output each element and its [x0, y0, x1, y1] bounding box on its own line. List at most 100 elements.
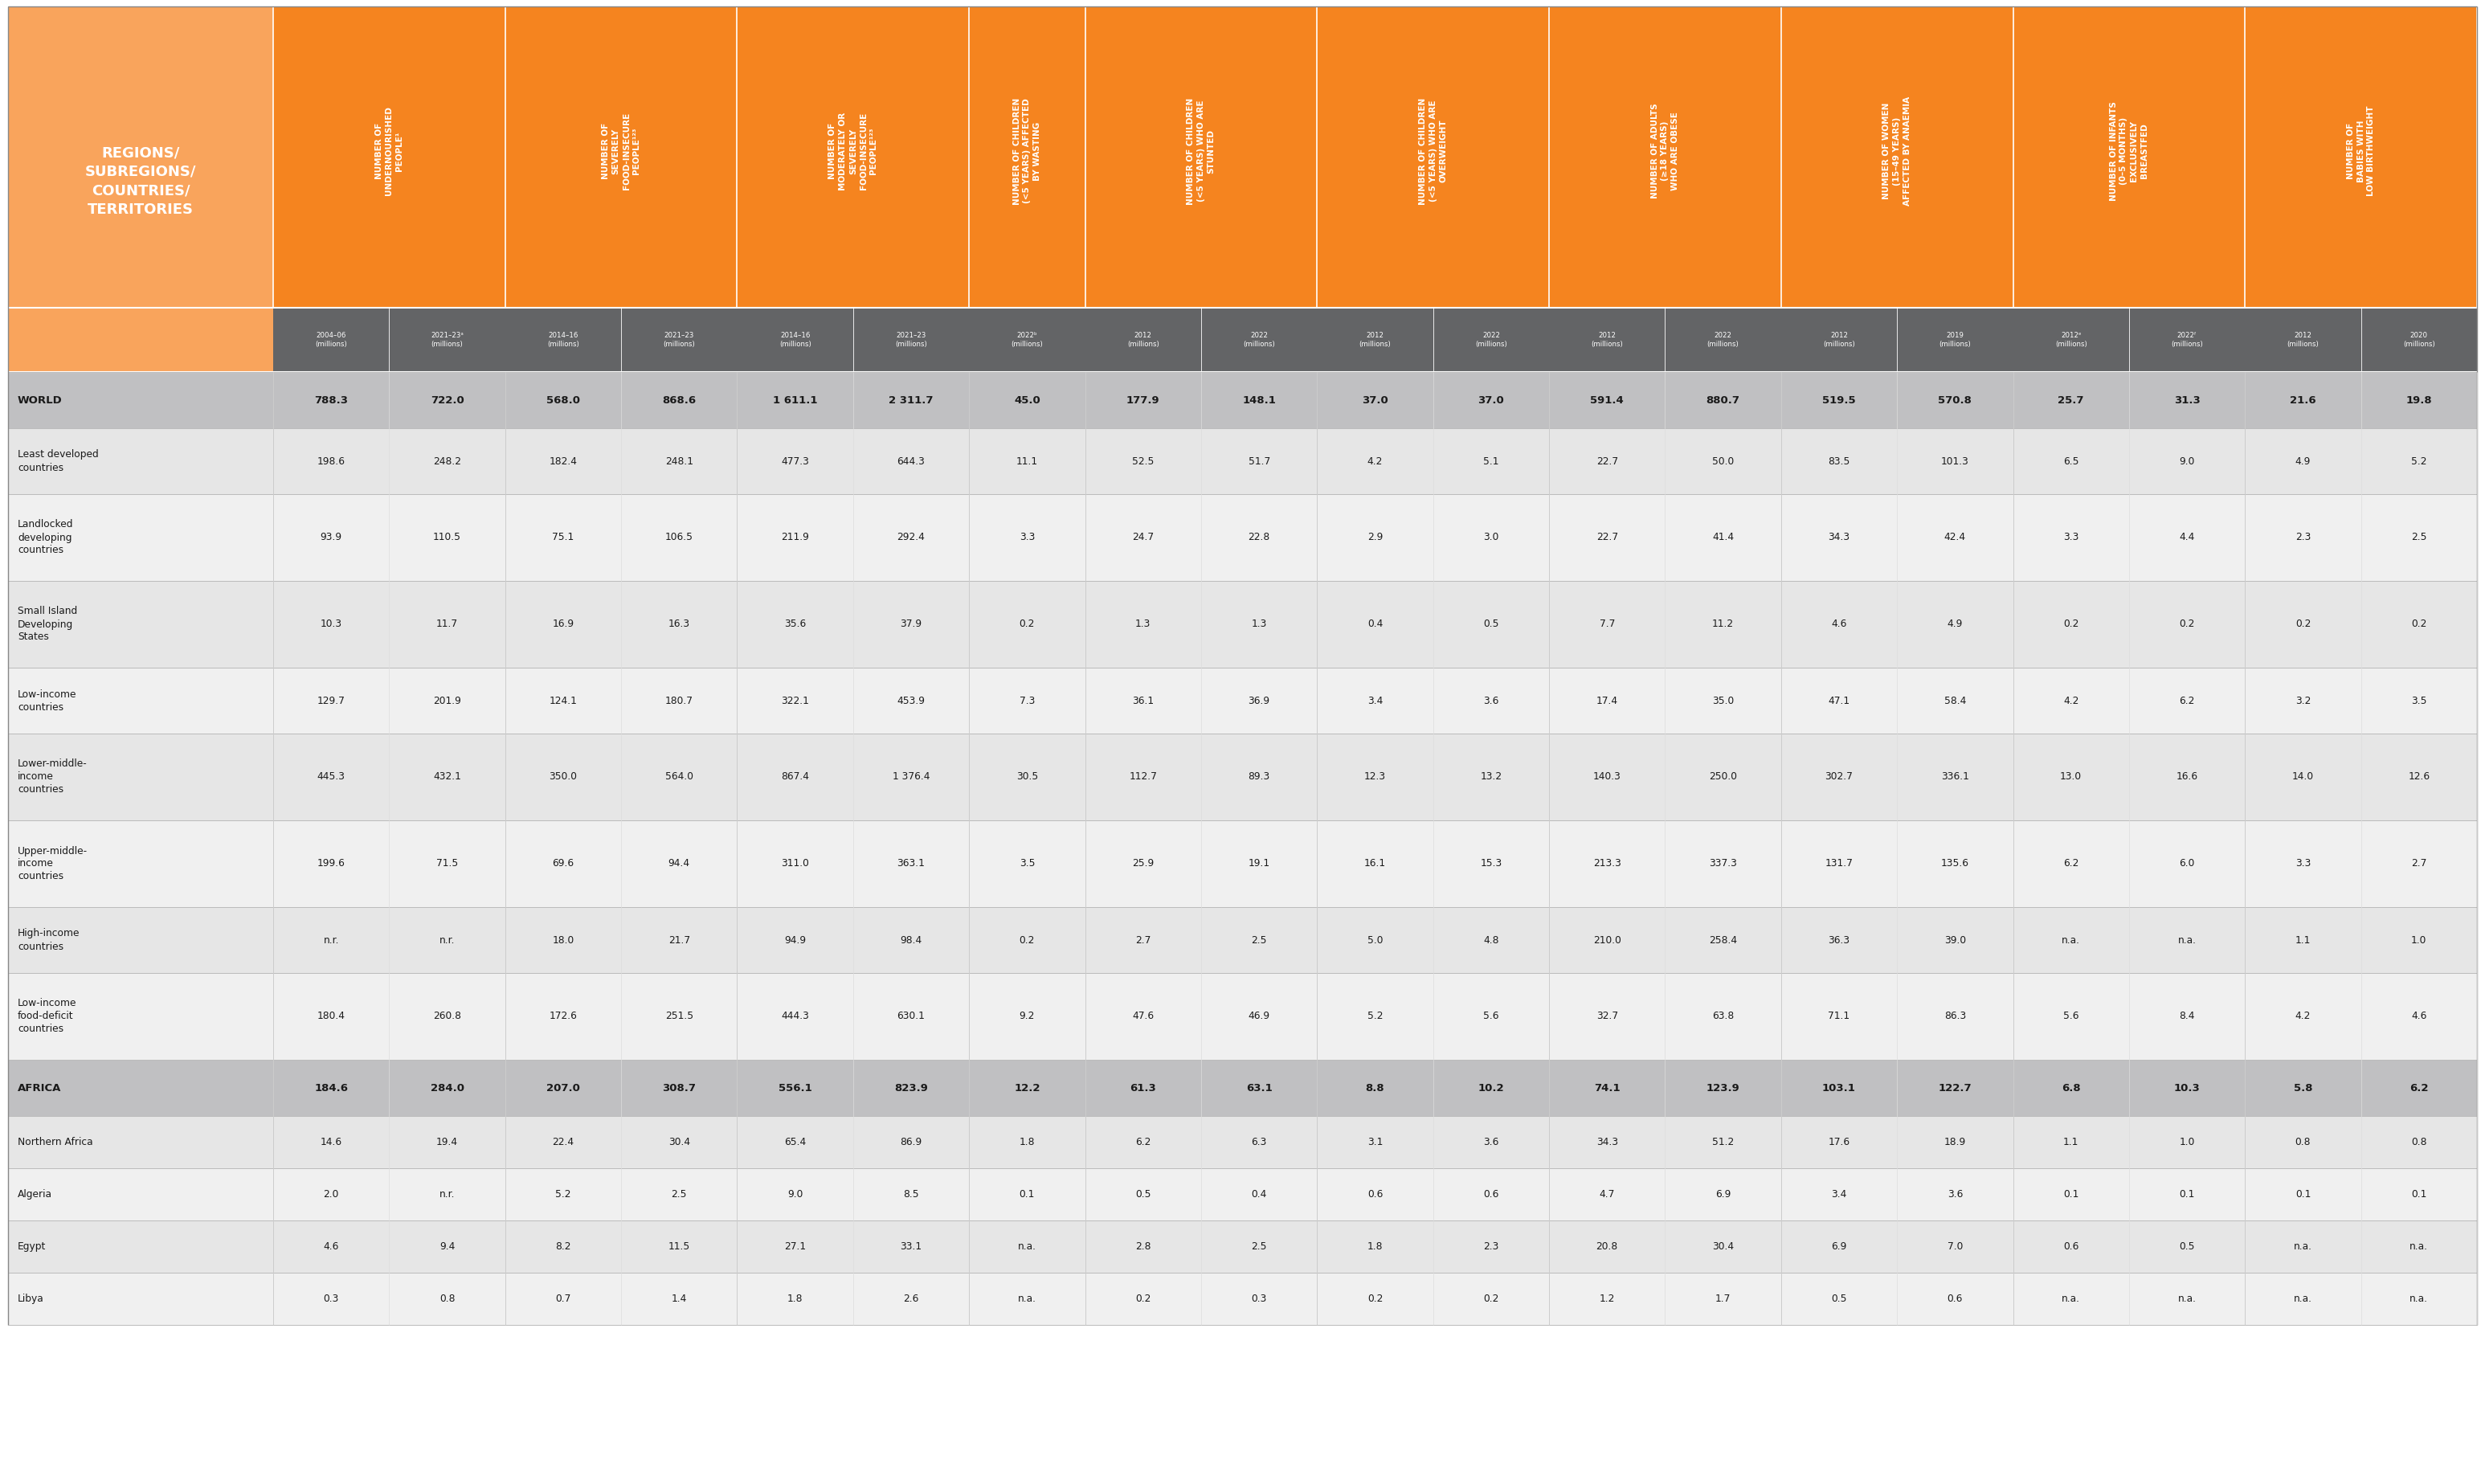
Text: 6.2: 6.2 [1136, 1137, 1151, 1147]
Text: Low-income
food-deficit
countries: Low-income food-deficit countries [17, 999, 77, 1034]
Text: 4.6: 4.6 [323, 1241, 340, 1252]
Text: 6.2: 6.2 [2064, 859, 2079, 870]
Text: 11.1: 11.1 [1017, 456, 1037, 466]
Text: 2021–23
(millions): 2021–23 (millions) [662, 332, 695, 347]
Text: 6.2: 6.2 [2178, 696, 2196, 706]
Text: 0.1: 0.1 [2412, 1189, 2426, 1199]
Text: 33.1: 33.1 [901, 1241, 923, 1252]
Text: 2004–06
(millions): 2004–06 (millions) [315, 332, 347, 347]
Text: WORLD: WORLD [17, 395, 62, 405]
Text: 1.7: 1.7 [1714, 1294, 1732, 1304]
Text: NUMBER OF CHILDREN
(<5 YEARS) WHO ARE
OVERWEIGHT: NUMBER OF CHILDREN (<5 YEARS) WHO ARE OV… [1419, 98, 1446, 205]
Bar [7, 1220, 2476, 1273]
Text: 3.3: 3.3 [2064, 533, 2079, 543]
Text: 2.7: 2.7 [1136, 935, 1151, 945]
Text: Egypt: Egypt [17, 1241, 47, 1252]
Text: 17.4: 17.4 [1595, 696, 1618, 706]
Text: 51.2: 51.2 [1712, 1137, 1734, 1147]
Text: 284.0: 284.0 [429, 1083, 464, 1094]
Text: Least developed
countries: Least developed countries [17, 450, 99, 473]
Text: 27.1: 27.1 [784, 1241, 806, 1252]
Text: 2 311.7: 2 311.7 [888, 395, 933, 405]
Text: 19.1: 19.1 [1248, 859, 1270, 870]
Text: 2.5: 2.5 [1250, 935, 1268, 945]
Text: 2022
(millions): 2022 (millions) [1476, 332, 1506, 347]
Text: 18.0: 18.0 [553, 935, 573, 945]
Text: NUMBER OF INFANTS
(0–5 MONTHS)
EXCLUSIVELY
BREASTFED: NUMBER OF INFANTS (0–5 MONTHS) EXCLUSIVE… [2109, 101, 2149, 200]
Text: 880.7: 880.7 [1707, 395, 1739, 405]
Text: 19.8: 19.8 [2407, 395, 2431, 405]
Text: 570.8: 570.8 [1938, 395, 1972, 405]
Text: NUMBER OF
BABIES WITH
LOW BIRTHWEIGHT: NUMBER OF BABIES WITH LOW BIRTHWEIGHT [2347, 105, 2374, 196]
Text: 172.6: 172.6 [548, 1011, 578, 1021]
Text: 7.7: 7.7 [1600, 619, 1615, 629]
Text: 868.6: 868.6 [662, 395, 697, 405]
Text: 568.0: 568.0 [546, 395, 581, 405]
Text: 2.9: 2.9 [1367, 533, 1382, 543]
Text: REGIONS/
SUBREGIONS/
COUNTRIES/
TERRITORIES: REGIONS/ SUBREGIONS/ COUNTRIES/ TERRITOR… [84, 145, 196, 217]
Text: 3.3: 3.3 [1020, 533, 1035, 543]
Text: 41.4: 41.4 [1712, 533, 1734, 543]
Text: 258.4: 258.4 [1709, 935, 1737, 945]
Text: 1.8: 1.8 [786, 1294, 804, 1304]
Text: 86.9: 86.9 [901, 1137, 923, 1147]
Text: 2.8: 2.8 [1136, 1241, 1151, 1252]
Text: 32.7: 32.7 [1595, 1011, 1618, 1021]
Text: 6.9: 6.9 [1714, 1189, 1732, 1199]
Text: 201.9: 201.9 [434, 696, 461, 706]
Text: 0.4: 0.4 [1250, 1189, 1268, 1199]
Text: 308.7: 308.7 [662, 1083, 697, 1094]
Text: 4.6: 4.6 [1831, 619, 1846, 629]
Text: n.a.: n.a. [2295, 1294, 2312, 1304]
Text: 50.0: 50.0 [1712, 456, 1734, 466]
Text: Landlocked
developing
countries: Landlocked developing countries [17, 519, 74, 555]
Text: 30.5: 30.5 [1017, 772, 1037, 782]
Text: 180.7: 180.7 [665, 696, 692, 706]
Text: 110.5: 110.5 [434, 533, 461, 543]
Text: 177.9: 177.9 [1126, 395, 1159, 405]
Text: 2022ᶠ
(millions): 2022ᶠ (millions) [2171, 332, 2203, 347]
Text: 4.2: 4.2 [2295, 1011, 2310, 1021]
Text: 124.1: 124.1 [548, 696, 578, 706]
Text: 1.2: 1.2 [1600, 1294, 1615, 1304]
Text: 6.2: 6.2 [2409, 1083, 2429, 1094]
Text: 8.5: 8.5 [903, 1189, 918, 1199]
Text: 2012
(millions): 2012 (millions) [1126, 332, 1159, 347]
Text: 2021–23ᵃ
(millions): 2021–23ᵃ (millions) [432, 332, 464, 347]
Text: 0.8: 0.8 [2295, 1137, 2310, 1147]
Text: NUMBER OF
SEVERELY
FOOD-INSECURE
PEOPLE¹²³: NUMBER OF SEVERELY FOOD-INSECURE PEOPLE¹… [603, 113, 640, 190]
Text: 336.1: 336.1 [1940, 772, 1970, 782]
Text: 35.0: 35.0 [1712, 696, 1734, 706]
Text: 556.1: 556.1 [779, 1083, 811, 1094]
Text: 69.6: 69.6 [553, 859, 573, 870]
Text: 322.1: 322.1 [782, 696, 809, 706]
Text: 12.3: 12.3 [1365, 772, 1387, 782]
Text: 0.6: 0.6 [1484, 1189, 1499, 1199]
Text: 98.4: 98.4 [901, 935, 923, 945]
Text: 1 611.1: 1 611.1 [772, 395, 816, 405]
Text: 4.9: 4.9 [1948, 619, 1962, 629]
Text: n.a.: n.a. [2295, 1241, 2312, 1252]
Text: 0.1: 0.1 [2064, 1189, 2079, 1199]
Text: 1.3: 1.3 [1250, 619, 1268, 629]
Text: 71.1: 71.1 [1828, 1011, 1851, 1021]
Text: 2.5: 2.5 [2412, 533, 2426, 543]
Text: 1.8: 1.8 [1367, 1241, 1382, 1252]
Text: NUMBER OF
UNDERNOURISHED
PEOPLE¹: NUMBER OF UNDERNOURISHED PEOPLE¹ [375, 107, 404, 196]
Text: 302.7: 302.7 [1826, 772, 1853, 782]
Text: Lower-middle-
income
countries: Lower-middle- income countries [17, 758, 87, 795]
Text: 101.3: 101.3 [1940, 456, 1970, 466]
Text: 6.3: 6.3 [1250, 1137, 1268, 1147]
Text: 71.5: 71.5 [437, 859, 459, 870]
Text: 135.6: 135.6 [1940, 859, 1970, 870]
Text: 0.6: 0.6 [1367, 1189, 1382, 1199]
Text: 4.7: 4.7 [1600, 1189, 1615, 1199]
Text: 89.3: 89.3 [1248, 772, 1270, 782]
Text: 63.8: 63.8 [1712, 1011, 1734, 1021]
Text: 6.5: 6.5 [2064, 456, 2079, 466]
Text: 3.6: 3.6 [1948, 1189, 1962, 1199]
Text: 0.5: 0.5 [1484, 619, 1499, 629]
Text: 61.3: 61.3 [1129, 1083, 1156, 1094]
Text: 0.2: 0.2 [2178, 619, 2196, 629]
Text: Upper-middle-
income
countries: Upper-middle- income countries [17, 846, 87, 881]
